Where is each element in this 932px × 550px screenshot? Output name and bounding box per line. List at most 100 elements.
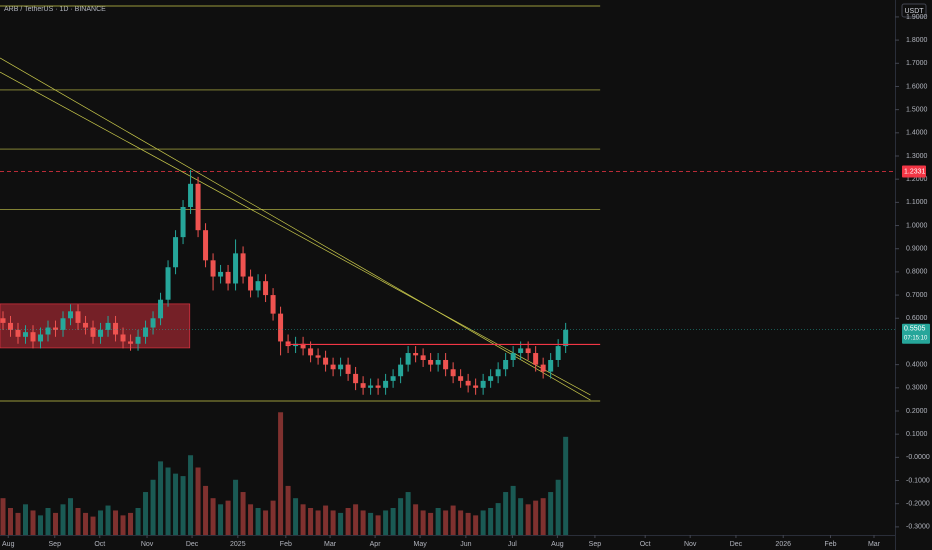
volume-bar <box>353 504 359 535</box>
y-tick-label: -0.1000 <box>906 477 930 484</box>
volume-bar <box>98 510 104 535</box>
y-tick-label: 1.8000 <box>906 37 928 44</box>
candle-body <box>495 369 501 377</box>
candle-body <box>300 343 306 349</box>
candle-body <box>68 311 74 319</box>
candle-body <box>255 281 261 291</box>
volume-bar <box>398 498 404 535</box>
candle-body <box>360 383 366 388</box>
y-tick-label: -0.2000 <box>906 501 930 508</box>
candle-body <box>45 327 51 335</box>
candle-body <box>75 311 81 323</box>
candle-body <box>203 230 209 261</box>
volume-bar <box>90 516 96 535</box>
candle-body <box>563 329 569 347</box>
volume-bar <box>233 479 239 535</box>
volume-bar <box>480 510 486 535</box>
candle-body <box>390 376 396 381</box>
y-tick-label: -0.0000 <box>906 454 930 461</box>
x-tick-label: Nov <box>684 541 697 548</box>
y-tick-label: 1.5000 <box>906 106 928 113</box>
candle-body <box>308 348 314 356</box>
volume-bar <box>368 512 374 535</box>
volume-bar <box>360 510 366 535</box>
x-tick-label: Dec <box>730 541 743 548</box>
volume-bar <box>533 500 539 535</box>
candle-body <box>120 334 126 342</box>
volume-bar <box>278 412 284 535</box>
volume-bar <box>248 504 254 535</box>
candle-body <box>548 359 554 372</box>
volume-bar <box>390 508 396 535</box>
volume-bar <box>128 512 134 535</box>
x-tick-label: Oct <box>640 541 651 548</box>
candle-body <box>413 353 419 356</box>
volume-bar <box>23 504 29 535</box>
volume-bar <box>240 492 246 535</box>
volume-bar <box>293 498 299 535</box>
x-tick-label: 2026 <box>775 541 791 548</box>
candle-body <box>30 332 36 342</box>
volume-bar <box>8 508 14 535</box>
volume-bar <box>555 479 561 535</box>
candle-body <box>188 183 194 207</box>
candle-body <box>150 318 156 328</box>
candle-body <box>323 357 329 365</box>
candle-body <box>375 385 381 388</box>
x-tick-label: Jul <box>508 541 517 548</box>
candle-body <box>248 276 254 291</box>
candle-body <box>420 355 426 360</box>
volume-bar <box>158 461 164 535</box>
candle-body <box>233 253 239 284</box>
x-tick-label: May <box>414 541 428 548</box>
volume-bar <box>15 512 21 535</box>
candle-body <box>15 329 21 337</box>
chart-title: ARB / TetherUS · 1D · BINANCE <box>4 6 106 13</box>
x-tick-label: 2025 <box>230 541 246 548</box>
volume-bar <box>53 512 59 535</box>
candle-body <box>383 380 389 388</box>
candle-body <box>345 364 351 374</box>
y-tick-label: 1.7000 <box>906 60 928 67</box>
candle-body <box>315 355 321 358</box>
candle-body <box>338 364 344 370</box>
last-price-box <box>902 323 930 344</box>
y-tick-label: 0.9000 <box>906 246 928 253</box>
y-tick-label: 1.4000 <box>906 130 928 137</box>
candle-body <box>105 322 111 330</box>
volume-bar <box>428 512 434 535</box>
volume-bar <box>315 510 321 535</box>
x-tick-label: Sep <box>49 541 62 548</box>
y-tick-label: 1.6000 <box>906 83 928 90</box>
volume-bar <box>450 505 456 535</box>
candle-body <box>525 348 531 354</box>
candle-body <box>353 373 359 384</box>
currency-box[interactable] <box>901 3 927 18</box>
candle-body <box>60 318 66 330</box>
volume-bar <box>38 515 44 535</box>
volume-bar <box>495 503 501 535</box>
volume-bar <box>405 492 411 535</box>
volume-bar <box>203 485 209 535</box>
volume-bar <box>188 455 194 535</box>
y-tick-label: 0.7000 <box>906 292 928 299</box>
candle-body <box>83 322 89 328</box>
candle-body <box>518 348 524 354</box>
volume-bar <box>503 492 509 535</box>
y-tick-label: 1.0000 <box>906 222 928 229</box>
volume-bar <box>225 500 231 535</box>
y-tick-label: 0.3000 <box>906 385 928 392</box>
candle-body <box>225 271 231 284</box>
volume-bar <box>30 510 36 535</box>
y-tick-label: 0.8000 <box>906 269 928 276</box>
candle-body <box>465 380 471 386</box>
volume-bar <box>420 510 426 535</box>
volume-bar <box>375 515 381 535</box>
volume-bar <box>218 504 224 535</box>
candle-body <box>113 322 119 335</box>
volume-bar <box>525 504 531 535</box>
volume-bar <box>45 508 51 535</box>
last-price-label: 0.5505 <box>904 326 926 333</box>
candle-body <box>143 327 149 337</box>
volume-bar <box>83 512 89 535</box>
